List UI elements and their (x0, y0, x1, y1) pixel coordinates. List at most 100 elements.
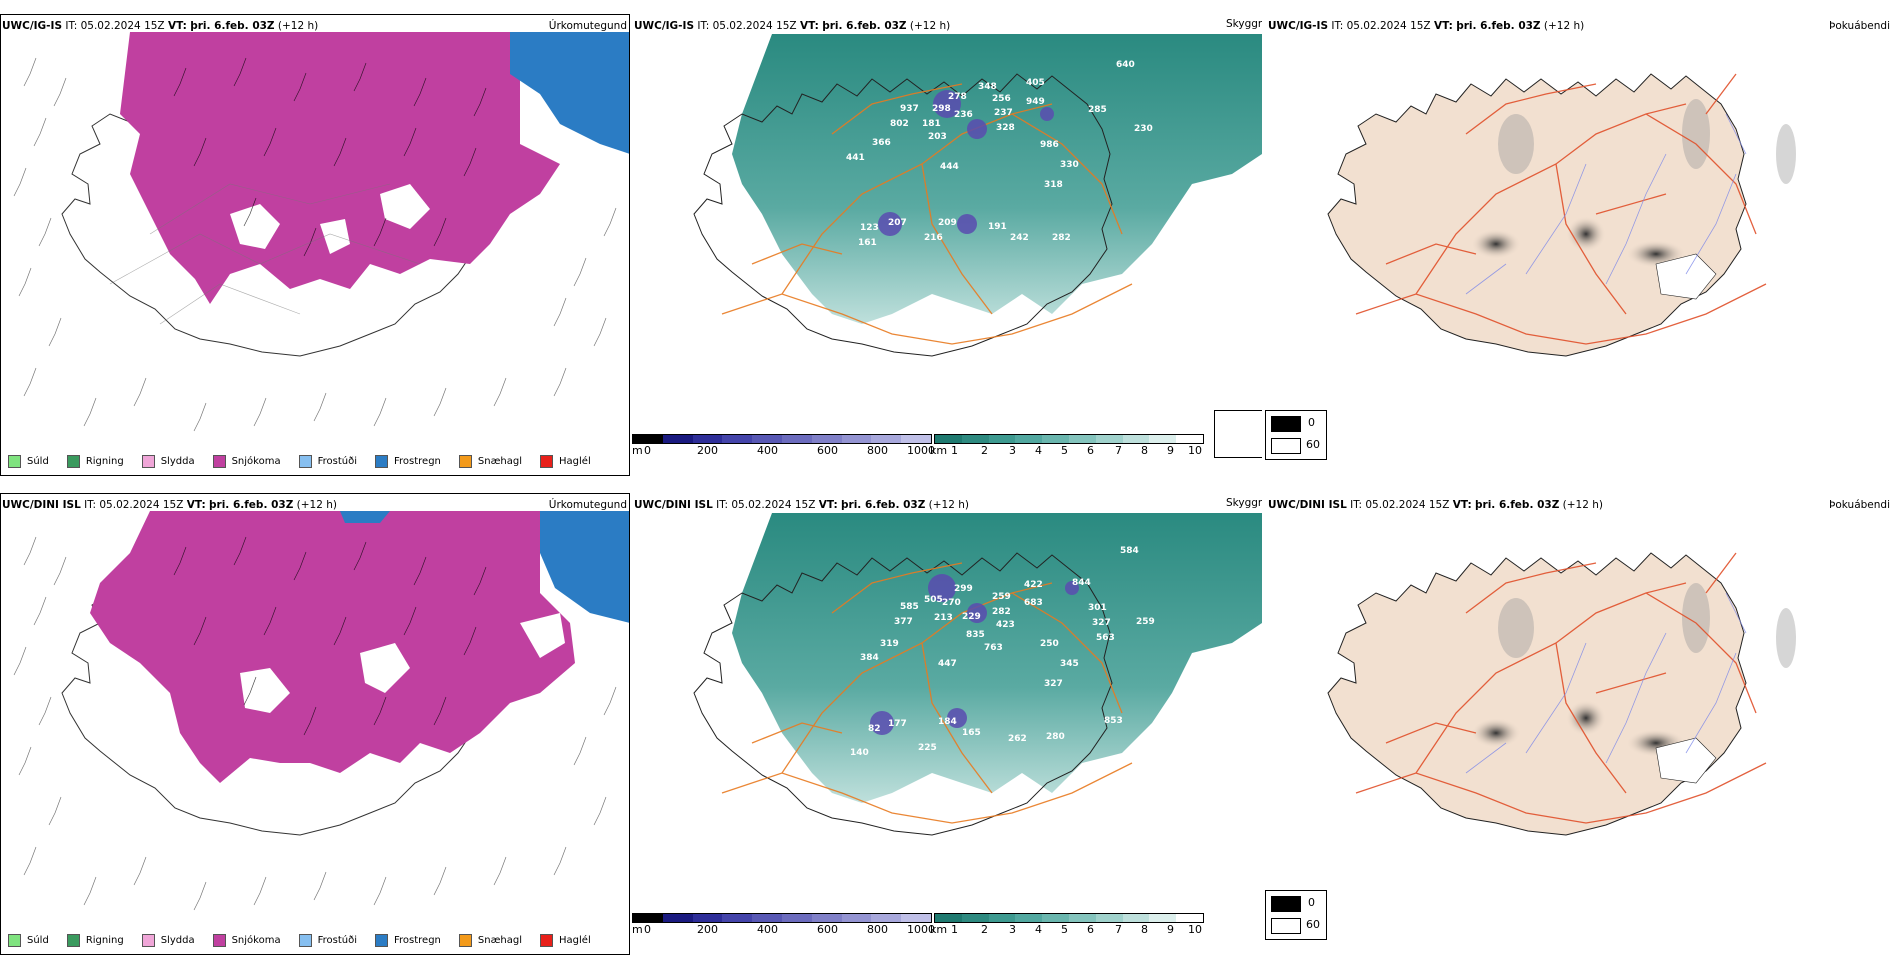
legend-swatch (458, 933, 472, 947)
visibility-color-strip (934, 434, 1204, 444)
visibility-tick: 5 (1061, 923, 1068, 936)
legend-swatch (298, 454, 312, 468)
height-tick: 800 (867, 444, 888, 457)
snow-label: 207 (888, 218, 907, 228)
snow-label: 763 (984, 643, 1003, 653)
visibility-tick: 10 (1188, 923, 1202, 936)
legend-item: Frostúði (298, 454, 357, 468)
visibility-colorbar: km 1 2 3 4 5 6 7 8 9 10 (930, 913, 1204, 937)
legend-swatch (66, 933, 80, 947)
snow-label: 328 (996, 123, 1015, 133)
cloud-swatch-black (1271, 416, 1301, 432)
visibility-tick: 2 (981, 923, 988, 936)
legend-swatch (540, 454, 554, 468)
height-color-strip (632, 434, 932, 444)
snow-label: 444 (940, 162, 959, 172)
legend-swatch (66, 454, 80, 468)
legend-item: Rigning (66, 454, 124, 468)
snow-label: 447 (938, 659, 957, 669)
visibility-tick: 9 (1167, 444, 1174, 457)
visibility-color-strip (934, 913, 1204, 923)
legend-swatch (141, 454, 155, 468)
fog-map (1327, 73, 1796, 357)
snow-depth-labels: 937 802 181 203 298 278 348 236 256 237 … (846, 60, 1153, 248)
visibility-tick: 4 (1035, 923, 1042, 936)
height-tick: 600 (817, 444, 838, 457)
cloud-map: 937 802 181 203 298 278 348 236 256 237 … (693, 34, 1262, 357)
snow-label: 683 (1024, 598, 1043, 608)
visibility-unit: km (930, 444, 948, 457)
legend-item: Snæhagl (458, 933, 522, 947)
visibility-tick: 7 (1115, 444, 1122, 457)
legend-item: Súld (8, 933, 49, 947)
snow-label: 301 (1088, 603, 1107, 613)
legend-item: Frostúði (298, 933, 357, 947)
legend-item: Haglél (540, 933, 591, 947)
snow-label: 441 (846, 153, 865, 163)
snow-label: 563 (1096, 633, 1115, 643)
legend-swatch (212, 933, 226, 947)
cloud-swatch-white (1271, 438, 1301, 454)
snow-label: 181 (922, 119, 941, 129)
snow-label: 949 (1026, 97, 1045, 107)
snow-label: 584 (1120, 546, 1139, 556)
visibility-tick: 7 (1115, 923, 1122, 936)
cloud-swatch-white (1271, 918, 1301, 934)
panel-header: UWC/DINI ISL IT: 05.02.2024 15Z VT: þri.… (634, 499, 970, 511)
snow-label: 209 (938, 218, 957, 228)
cloud-legend-label: 60 (1306, 438, 1320, 451)
snow-label: 330 (1060, 160, 1079, 170)
visibility-tick: 8 (1141, 444, 1148, 457)
snow-label: 844 (1072, 578, 1091, 588)
snow-label: 853 (1104, 716, 1123, 726)
visibility-unit: km (930, 923, 948, 936)
snow-label: 835 (966, 630, 985, 640)
panel-title: Skyggni (1226, 497, 1262, 509)
snow-label: 640 (1116, 60, 1135, 70)
panel-header: UWC/IG-IS IT: 05.02.2024 15Z VT: þri. 6.… (634, 20, 951, 32)
cloud-legend-box-row2: 0 60 (1265, 890, 1327, 940)
height-tick: 200 (697, 923, 718, 936)
legend-item: Snæhagl (458, 454, 522, 468)
visibility-tick: 1 (951, 923, 958, 936)
height-colorbar: m 0 200 400 600 800 1000 (632, 434, 935, 458)
legend-item: Snjókoma (212, 454, 281, 468)
height-unit: m (632, 923, 643, 936)
snow-label: 256 (992, 94, 1011, 104)
snow-label: 140 (850, 748, 869, 758)
snow-label: 405 (1026, 78, 1045, 88)
cloud-panel-row1: UWC/IG-IS IT: 05.02.2024 15Z VT: þri. 6.… (632, 14, 1262, 476)
legend-swatch (540, 933, 554, 947)
snow-label: 229 (962, 612, 981, 622)
snow-label: 161 (858, 238, 877, 248)
snow-label: 423 (996, 620, 1015, 630)
snow-label: 213 (934, 613, 953, 623)
panel-header: UWC/DINI ISL IT: 05.02.2024 15Z VT: þri.… (1268, 499, 1604, 511)
legend-item: Rigning (66, 933, 124, 947)
snow-label: 422 (1024, 580, 1043, 590)
panel-title: Úrkomutegund (548, 499, 627, 511)
legend-swatch (298, 933, 312, 947)
precip-map (13, 511, 630, 911)
panel-title: Skyggni (1226, 18, 1262, 30)
cloud-swatch-black (1271, 896, 1301, 912)
snow-label: 937 (900, 104, 919, 114)
snow-label: 270 (942, 598, 961, 608)
visibility-tick: 2 (981, 444, 988, 457)
snow-label: 250 (1040, 639, 1059, 649)
panel-header: UWC/DINI ISL IT: 05.02.2024 15Z VT: þri.… (2, 499, 338, 511)
fog-panel-row1: UWC/IG-IS IT: 05.02.2024 15Z VT: þri. 6.… (1266, 14, 1900, 476)
snow-label: 237 (994, 108, 1013, 118)
height-tick: 200 (697, 444, 718, 457)
snow-label: 282 (992, 607, 1011, 617)
snow-label: 82 (868, 724, 881, 734)
snow-label: 384 (860, 653, 879, 663)
visibility-tick: 10 (1188, 444, 1202, 457)
cloud-legend-box-row1: 0 60 (1265, 410, 1327, 460)
height-tick: 1000 (907, 923, 935, 936)
snow-label: 225 (918, 743, 937, 753)
snow-label: 298 (932, 104, 951, 114)
cloud-panel-row2: UWC/DINI ISL IT: 05.02.2024 15Z VT: þri.… (632, 493, 1262, 955)
legend-item: Slydda (141, 933, 195, 947)
snow-label: 319 (880, 639, 899, 649)
